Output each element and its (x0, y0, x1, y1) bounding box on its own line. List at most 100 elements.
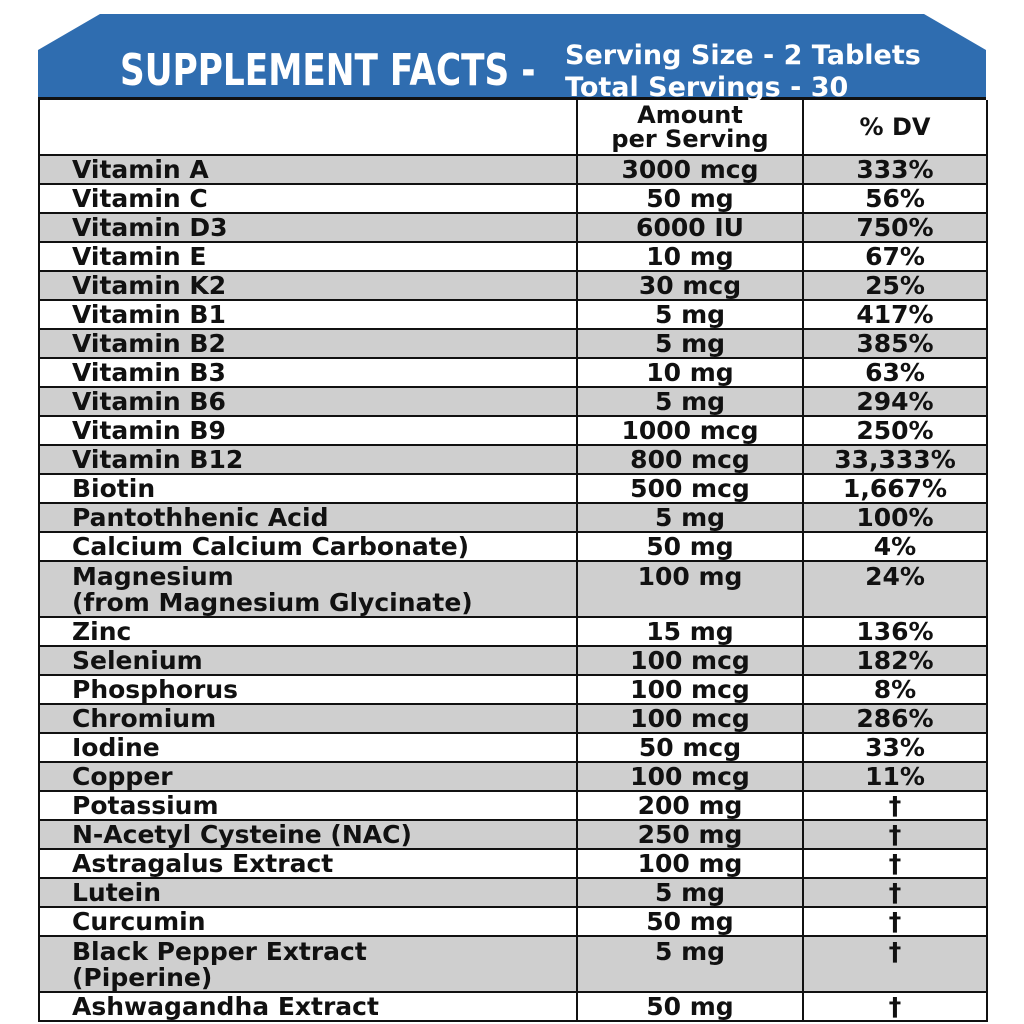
ingredient-amount: 5 mg (576, 878, 804, 908)
ingredient-name: Astragalus Extract (38, 849, 578, 879)
amount-header-line2: per Serving (611, 125, 769, 153)
table-row: Magnesium (from Magnesium Glycinate) 100 m… (38, 561, 988, 618)
table-row: Vitamin B6 5 mg 294% (38, 387, 988, 417)
ingredient-name-text: Vitamin B3 (72, 358, 226, 387)
amount-header-line1: Amount (637, 101, 743, 129)
ingredient-dv: 56% (802, 184, 988, 214)
table-header-row: Amount per Serving % DV (38, 100, 988, 156)
ingredient-dv: 250% (802, 416, 988, 446)
table-row: Black Pepper Extract (Piperine) 5 mg † (38, 936, 988, 993)
ingredient-dv: 24% (802, 561, 988, 618)
ingredient-dv: 4% (802, 532, 988, 562)
table-row: Pantothhenic Acid 5 mg 100% (38, 503, 988, 533)
ingredient-name-text: Iodine (72, 733, 160, 762)
ingredient-name: Iodine (38, 733, 578, 763)
ingredient-source: (Piperine) (72, 963, 213, 992)
ingredient-dv: † (802, 820, 988, 850)
ingredient-dv: 63% (802, 358, 988, 388)
ingredient-name: Zinc (38, 617, 578, 647)
ingredient-amount: 100 mcg (576, 646, 804, 676)
ingredient-dv: 136% (802, 617, 988, 647)
ingredient-name-text: Vitamin B9 (72, 416, 226, 445)
ingredient-dv: 294% (802, 387, 988, 417)
ingredient-name: Vitamin B2 (38, 329, 578, 359)
table-row: Phosphorus 100 mcg 8% (38, 675, 988, 705)
ingredient-name: Vitamin B12 (38, 445, 578, 475)
ingredient-name-text: Lutein (72, 878, 162, 907)
ingredient-name: Selenium (38, 646, 578, 676)
ingredient-name: Vitamin K2 (38, 271, 578, 301)
ingredient-amount: 6000 IU (576, 213, 804, 243)
ingredient-name-text: Vitamin E (72, 242, 207, 271)
ingredient-name-text: Astragalus Extract (72, 849, 334, 878)
ingredient-name: Vitamin B1 (38, 300, 578, 330)
ingredient-amount: 100 mg (576, 849, 804, 879)
ingredient-name-text: Vitamin A (72, 155, 209, 184)
ingredient-name: Vitamin B3 (38, 358, 578, 388)
ingredient-source: (from Magnesium Glycinate) (72, 588, 473, 617)
ingredient-amount: 50 mcg (576, 733, 804, 763)
table-row: Selenium 100 mcg 182% (38, 646, 988, 676)
table-row: Astragalus Extract 100 mg † (38, 849, 988, 879)
ingredient-name: Magnesium (from Magnesium Glycinate) (38, 561, 578, 618)
ingredient-amount: 5 mg (576, 503, 804, 533)
ingredient-amount: 1000 mcg (576, 416, 804, 446)
table-row: Curcumin 50 mg † (38, 907, 988, 937)
table-row: Vitamin D3 6000 IU 750% (38, 213, 988, 243)
ingredient-name: Copper (38, 762, 578, 792)
ingredient-name: Phosphorus (38, 675, 578, 705)
ingredient-name-text: Biotin (72, 474, 156, 503)
ingredient-name: Potassium (38, 791, 578, 821)
ingredient-amount: 100 mg (576, 561, 804, 618)
ingredient-name-text: Black Pepper Extract (72, 937, 367, 966)
ingredient-dv: † (802, 878, 988, 908)
ingredient-name: Lutein (38, 878, 578, 908)
ingredient-dv: 333% (802, 155, 988, 185)
ingredient-amount: 800 mcg (576, 445, 804, 475)
ingredient-name: Vitamin B6 (38, 387, 578, 417)
table-row: Vitamin B2 5 mg 385% (38, 329, 988, 359)
ingredient-amount: 15 mg (576, 617, 804, 647)
ingredient-dv: 417% (802, 300, 988, 330)
ingredient-dv: † (802, 791, 988, 821)
ingredient-amount: 5 mg (576, 936, 804, 993)
ingredient-name-text: Chromium (72, 704, 217, 733)
total-servings: Total Servings - 30 (565, 72, 849, 103)
table-row: Iodine 50 mcg 33% (38, 733, 988, 763)
ingredient-dv: 1,667% (802, 474, 988, 504)
table-row: Vitamin A 3000 mcg 333% (38, 155, 988, 185)
ingredient-name: Curcumin (38, 907, 578, 937)
column-header-dv: % DV (802, 100, 988, 156)
ingredient-name: Vitamin B9 (38, 416, 578, 446)
table-row: Vitamin E 10 mg 67% (38, 242, 988, 272)
column-header-name (38, 100, 578, 156)
serving-size: Serving Size - 2 Tablets (565, 40, 921, 71)
column-header-amount: Amount per Serving (576, 100, 804, 156)
ingredient-name-text: Potassium (72, 791, 219, 820)
ingredient-name-text: Zinc (72, 617, 132, 646)
ingredient-name-text: Curcumin (72, 907, 206, 936)
serving-info: Serving Size - 2 Tablets Total Servings … (565, 40, 921, 103)
ingredient-name-text: Phosphorus (72, 675, 239, 704)
ingredient-name-text: Magnesium (72, 562, 234, 591)
ingredient-name-text: Pantothhenic Acid (72, 503, 329, 532)
ingredient-dv: † (802, 936, 988, 993)
ingredient-name-text: Vitamin B6 (72, 387, 226, 416)
ingredient-name: Calcium Calcium Carbonate) (38, 532, 578, 562)
table-row: Zinc 15 mg 136% (38, 617, 988, 647)
ingredient-name: Chromium (38, 704, 578, 734)
ingredient-name: Vitamin E (38, 242, 578, 272)
ingredient-dv: 25% (802, 271, 988, 301)
ingredient-amount: 10 mg (576, 242, 804, 272)
ingredient-name-text: Vitamin B1 (72, 300, 226, 329)
ingredient-dv: † (802, 992, 988, 1022)
ingredient-name-text: Vitamin B2 (72, 329, 226, 358)
table-row: Chromium 100 mcg 286% (38, 704, 988, 734)
table-row: Vitamin B12 800 mcg 33,333% (38, 445, 988, 475)
table-row: Vitamin B3 10 mg 63% (38, 358, 988, 388)
table-row: Potassium 200 mg † (38, 791, 988, 821)
ingredient-name-text: Ashwagandha Extract (72, 992, 379, 1021)
ingredient-amount: 5 mg (576, 300, 804, 330)
ingredient-name-text: Calcium Calcium Carbonate) (72, 532, 470, 561)
ingredient-name-text: Copper (72, 762, 173, 791)
